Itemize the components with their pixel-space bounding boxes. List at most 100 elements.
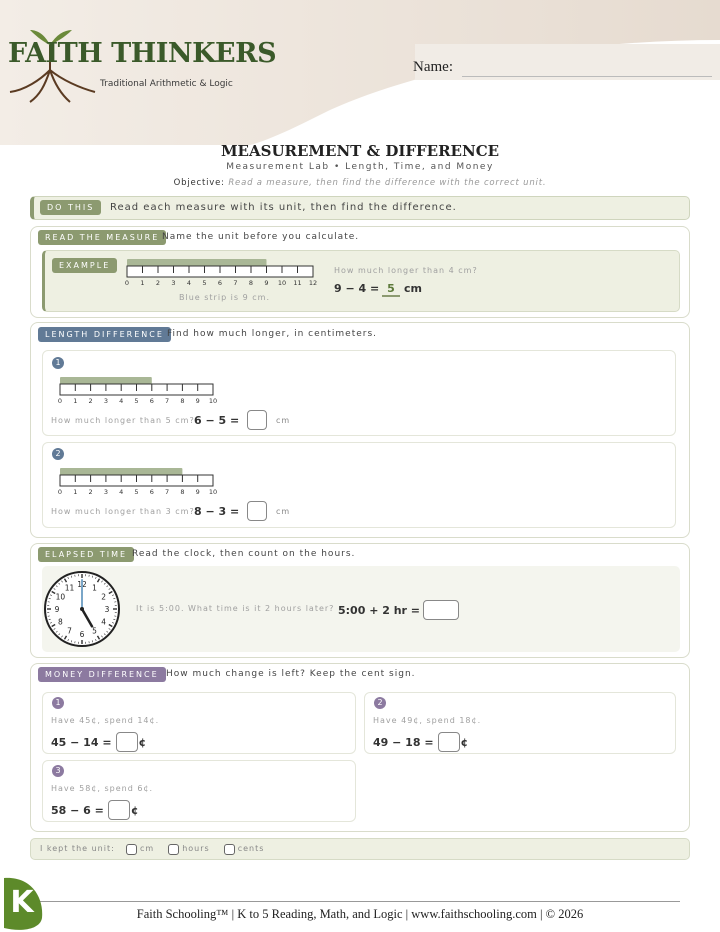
question: How much longer than 5 cm? — [51, 416, 195, 425]
equation: 58 − 6 = — [51, 804, 104, 817]
ruler-label: 7 — [165, 488, 169, 496]
equation: 9 − 4 = — [334, 282, 380, 295]
clock-minute-tick — [112, 622, 115, 624]
clock-number: 11 — [65, 583, 75, 592]
clock-panel — [42, 566, 680, 652]
ruler-label: 5 — [202, 279, 206, 287]
ruler-label: 5 — [134, 397, 138, 405]
clock-minute-tick — [61, 580, 63, 583]
ruler: 0 1 2 3 4 5 6 7 8 9 10 — [58, 377, 217, 405]
ruler-label: 7 — [233, 279, 237, 287]
objective-text: Read a measure, then find the difference… — [228, 178, 547, 188]
ruler-label: 10 — [278, 279, 286, 287]
clock-minute-tick — [58, 633, 61, 636]
instruction: Find how much longer, in centimeters. — [167, 329, 378, 339]
ruler-label: 10 — [209, 397, 217, 405]
measure-strip — [60, 468, 183, 475]
clock-minute-tick — [103, 582, 106, 585]
brand: FAITH THINKERS — [8, 38, 277, 69]
caption: Blue strip is 9 cm. — [179, 293, 270, 302]
clock-minute-tick — [55, 630, 58, 633]
question: How much longer than 3 cm? — [51, 507, 195, 516]
ruler-label: 3 — [104, 488, 108, 496]
clock-minute-tick — [67, 576, 69, 579]
ruler-label: 4 — [119, 488, 123, 496]
checkbox[interactable] — [126, 844, 137, 855]
ruler-label: 9 — [264, 279, 268, 287]
ruler-label: 6 — [150, 397, 154, 405]
ruler-label: 10 — [209, 488, 217, 496]
problem-card — [364, 692, 676, 754]
answer-box[interactable] — [423, 600, 459, 620]
clock-minute-tick — [95, 576, 97, 579]
footer-rule — [30, 901, 680, 902]
measure-strip — [127, 259, 267, 266]
ruler-label: 5 — [134, 488, 138, 496]
clock-minute-tick — [70, 575, 73, 578]
title: MEASUREMENT & DIFFERENCE — [220, 142, 500, 160]
ruler: 0 1 2 3 4 5 6 7 8 9 10 11 12 — [125, 259, 317, 287]
ruler-label: 8 — [249, 279, 253, 287]
do-this-bar — [30, 196, 690, 220]
clock-minute-tick — [95, 639, 97, 642]
unit: ¢ — [460, 736, 469, 749]
name-line — [462, 76, 712, 77]
clock-number: 4 — [101, 618, 106, 627]
subtitle: Measurement Lab • Length, Time, and Mone… — [226, 162, 494, 172]
checkbox[interactable] — [223, 844, 235, 855]
clock-minute-tick — [96, 578, 101, 583]
answer-box[interactable] — [437, 732, 460, 752]
measure-strip — [60, 377, 152, 384]
answer-box[interactable] — [107, 800, 130, 820]
ruler: 0 1 2 3 4 5 6 7 8 9 10 — [58, 468, 217, 496]
check-option: hours — [182, 844, 210, 853]
ruler-label: 0 — [125, 279, 129, 287]
ruler-label: 9 — [196, 397, 200, 405]
clock-number: 9 — [55, 605, 60, 614]
name-label: Name: — [413, 59, 453, 75]
clock-minute-tick — [96, 635, 101, 640]
clock-minute-tick — [48, 597, 51, 600]
clock-minute-tick — [108, 628, 111, 630]
ruler-label: 2 — [156, 279, 160, 287]
clock-number: 7 — [67, 627, 72, 636]
unit: cm — [404, 282, 422, 295]
answer-box[interactable] — [247, 410, 267, 430]
unit: cm — [276, 507, 291, 516]
clock-minute-tick — [103, 633, 106, 636]
equation: 8 − 3 = — [194, 505, 240, 518]
ruler-label: 1 — [73, 397, 77, 405]
objective: Objective: Read a measure, then find the… — [0, 178, 720, 188]
clock-minute-tick — [91, 575, 94, 578]
clock-minute-tick — [63, 578, 68, 583]
answer-box[interactable] — [247, 501, 267, 521]
ruler-label: 11 — [293, 279, 301, 287]
ruler-label: 8 — [180, 488, 184, 496]
unit: ¢ — [138, 736, 147, 749]
section-tag: READ THE MEASURE — [38, 230, 167, 245]
instruction: Read the clock, then count on the hours. — [132, 549, 356, 559]
equation: 5:00 + 2 hr = — [338, 604, 421, 617]
ruler-label: 9 — [196, 488, 200, 496]
check-option: cm — [140, 844, 155, 853]
equation: 6 − 5 = — [194, 414, 240, 427]
answer-box[interactable] — [115, 732, 138, 752]
ruler-label: 8 — [180, 397, 184, 405]
clock-minute-tick — [101, 580, 103, 583]
unit: cm — [276, 416, 291, 425]
problem-number: 1 — [52, 697, 64, 709]
clock-number: 1 — [92, 583, 97, 592]
instruction: Name the unit before you calculate. — [162, 232, 360, 242]
clock-minute-tick — [108, 590, 113, 595]
clock-minute-tick — [49, 594, 52, 596]
hour-hand — [80, 607, 94, 628]
ruler-label: 3 — [171, 279, 175, 287]
problem-number: 1 — [52, 357, 64, 369]
checkbox[interactable] — [168, 844, 180, 855]
name-field[interactable] — [415, 44, 720, 80]
footer-text: Faith Schooling™ | K to 5 Reading, Math,… — [136, 907, 584, 921]
problem-card — [42, 760, 356, 822]
problem-text: Have 45¢, spend 14¢. — [51, 716, 160, 725]
problem-number: 3 — [52, 765, 64, 777]
prompt: It is 5:00. What time is it 2 hours late… — [136, 604, 335, 613]
